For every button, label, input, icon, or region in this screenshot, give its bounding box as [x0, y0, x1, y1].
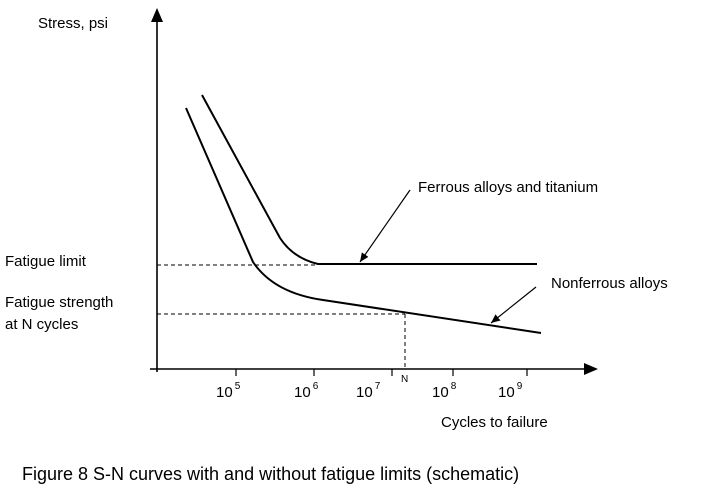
- x-tick-label-1e7: 10 7: [356, 381, 381, 401]
- fatigue-strength-label: Fatigue strength at N cycles: [5, 294, 118, 333]
- nonferrous-alloys-curve: [185, 107, 542, 334]
- y-axis-arrowhead: [151, 8, 163, 22]
- ferrous-alloys-curve: [201, 94, 537, 265]
- n-marker-label: N: [401, 374, 408, 385]
- x-tick-label-1e8: 10 8: [432, 381, 457, 401]
- x-axis: [150, 363, 598, 375]
- figure-caption: Figure 8 S-N curves with and without fat…: [22, 464, 519, 484]
- ferrous-alloys-leader-arrow: [359, 189, 411, 263]
- nonferrous-alloys-label: Nonferrous alloys: [551, 275, 668, 292]
- y-axis-label: Stress, psi: [38, 15, 108, 32]
- x-axis-label: Cycles to failure: [441, 414, 548, 431]
- x-axis-tick-marks: [235, 369, 528, 376]
- x-tick-label-1e6: 10 6: [294, 381, 319, 401]
- y-axis: [151, 8, 163, 372]
- fatigue-limit-label: Fatigue limit: [5, 253, 87, 270]
- nonferrous-alloys-leader-arrow: [490, 286, 537, 324]
- x-tick-label-1e5: 10 5: [216, 381, 241, 401]
- x-tick-label-1e9: 10 9: [498, 381, 523, 401]
- x-axis-arrowhead: [584, 363, 598, 375]
- ferrous-alloys-label: Ferrous alloys and titanium: [418, 179, 598, 196]
